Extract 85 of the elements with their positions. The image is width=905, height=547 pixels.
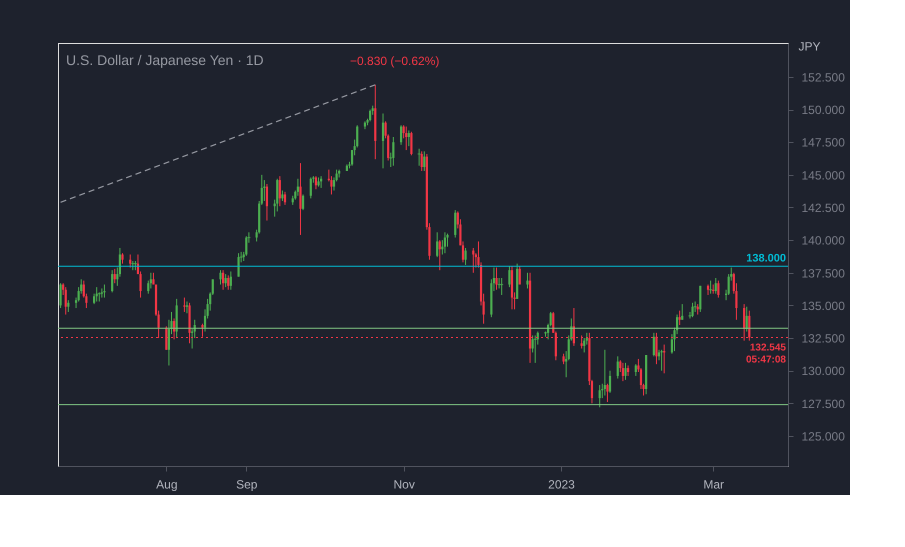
- ref-line-label: 132.545 05:47:08: [746, 342, 786, 366]
- y-tick-label: 145.000: [802, 168, 846, 182]
- candlestick: [472, 247, 474, 274]
- candlestick: [606, 383, 609, 403]
- candlestick: [495, 267, 498, 290]
- candlestick: [405, 126, 408, 151]
- x-tick-label: Nov: [393, 478, 415, 492]
- candlestick: [604, 349, 606, 396]
- candlestick: [691, 302, 694, 318]
- candlestick: [712, 284, 714, 294]
- candlestick: [696, 304, 699, 316]
- candlestick: [114, 268, 116, 284]
- candlestick: [314, 176, 318, 190]
- candlestick: [714, 278, 717, 294]
- y-tick-label: 130.000: [802, 364, 846, 378]
- candlestick: [96, 286, 98, 302]
- candlestick: [103, 284, 106, 298]
- candlestick: [518, 266, 521, 286]
- x-tick-label: Aug: [156, 478, 178, 492]
- y-tick-label: 127.500: [802, 396, 846, 411]
- ref-line-label: 138.000: [746, 252, 786, 264]
- y-tick-label: 132.500: [802, 332, 846, 346]
- candlestick: [699, 285, 702, 312]
- candlestick: [64, 286, 67, 316]
- candlestick: [382, 113, 384, 169]
- y-tick-label: 137.500: [802, 266, 846, 280]
- candlestick: [634, 364, 637, 376]
- candlestick: [59, 282, 62, 309]
- candlestick: [663, 344, 666, 374]
- candlestick: [284, 191, 286, 206]
- candlestick: [392, 136, 394, 166]
- candlestick: [616, 356, 619, 380]
- y-tick-label: 147.500: [802, 136, 846, 150]
- candlestick: [660, 349, 663, 372]
- candlestick: [219, 270, 222, 286]
- candlestick: [624, 362, 627, 380]
- candlestick: [420, 150, 423, 172]
- candlestick: [310, 176, 312, 199]
- candlestick: [709, 280, 712, 294]
- x-tick-label: 2023: [548, 478, 576, 492]
- y-axis-title: JPY: [798, 40, 821, 54]
- candlestick: [278, 176, 281, 207]
- candlestick: [296, 178, 299, 196]
- candlestick: [230, 270, 232, 290]
- candlestick: [410, 131, 412, 156]
- candlestick: [317, 176, 320, 188]
- y-tick-label: 152.500: [802, 70, 846, 84]
- candlestick: [111, 270, 114, 293]
- x-tick-label: Sep: [236, 478, 258, 492]
- annotation: −0.830 (−0.62%): [350, 54, 440, 68]
- candlestick: [281, 190, 284, 202]
- candlestick: [408, 130, 410, 147]
- candlestick: [438, 240, 441, 271]
- y-tick-label: 140.000: [802, 234, 846, 248]
- candlestick: [706, 284, 710, 296]
- candlestick: [299, 162, 302, 236]
- candlestick: [681, 304, 684, 320]
- y-tick-label: 150.000: [802, 103, 846, 118]
- candlestick: [526, 272, 529, 289]
- candlestick: [266, 184, 268, 222]
- y-tick-label: 142.500: [802, 201, 846, 215]
- candlestick: [227, 274, 230, 290]
- candlestick: [129, 254, 132, 268]
- candlestick: [423, 150, 426, 172]
- candlestick: [67, 300, 70, 312]
- candlestick: [678, 310, 681, 326]
- candlestick: [444, 232, 446, 254]
- text: U.S. Dollar / Japanese Yen · 1D: [66, 52, 264, 68]
- candlestick: [302, 194, 304, 211]
- candlestick: [717, 280, 720, 298]
- candlestick: [746, 306, 748, 332]
- candlestick: [598, 384, 601, 408]
- y-tick-label: 135.000: [802, 298, 846, 313]
- candlestick: [508, 266, 511, 288]
- candlestick: [454, 210, 456, 238]
- candlestick: [464, 247, 467, 266]
- candlestick: [400, 124, 402, 146]
- candlestick: [436, 232, 438, 258]
- candlestick: [224, 274, 227, 288]
- y-tick-label: 125.000: [802, 429, 846, 444]
- candlestick: [622, 362, 624, 382]
- candlestick: [608, 370, 612, 394]
- candlestick: [626, 364, 630, 376]
- x-tick-label: Mar: [703, 478, 724, 492]
- candlestick: [369, 109, 372, 122]
